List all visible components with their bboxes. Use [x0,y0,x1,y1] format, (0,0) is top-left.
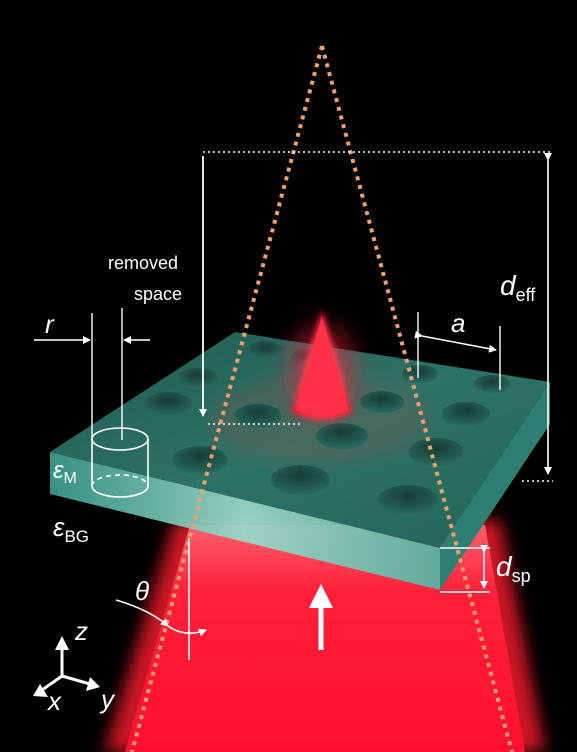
metasurface-slab [50,332,550,590]
theta-arrow-right [167,625,207,637]
coordinate-axes [33,636,100,697]
label-deff: deff [500,270,536,305]
label-r: r [45,309,55,339]
label-removed-line1: removed [108,253,178,273]
label-axis-z: z [74,616,88,646]
label-eps-bg: εBG [53,512,89,546]
label-eps-m: εM [53,457,77,487]
annotations [34,151,553,660]
a-arrow [414,330,497,353]
label-axis-y: y [99,684,116,714]
label-removed-line2: space [134,284,182,304]
label-a: a [451,308,465,338]
theta-arrow-left [115,599,169,627]
label-dsp: dsp [496,551,531,586]
propagation-arrow [309,584,333,650]
emission-cone [277,310,367,430]
slab-right-face [440,382,550,590]
label-theta: θ [135,576,149,606]
label-axis-x: x [46,686,62,716]
